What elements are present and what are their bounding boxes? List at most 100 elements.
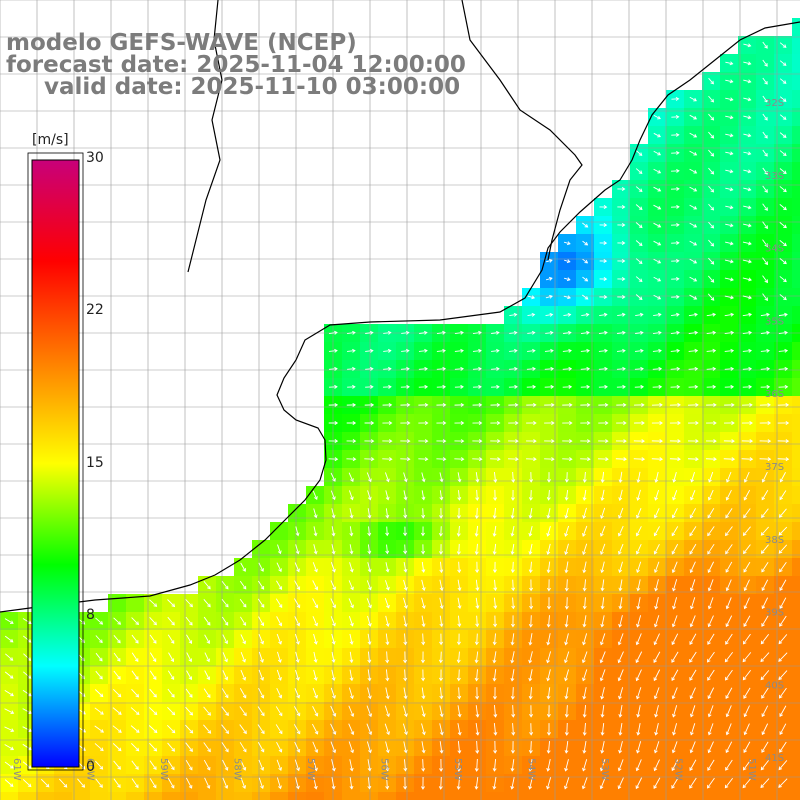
wind-arrow (421, 579, 426, 591)
wind-arrow (653, 276, 662, 282)
wind-arrow (384, 472, 390, 483)
wind-arrow (545, 294, 553, 299)
wind-arrow (312, 490, 318, 500)
wind-arrow (598, 421, 609, 425)
wind-arrow (564, 759, 569, 772)
wind-arrow (130, 707, 140, 716)
wind-arrow (725, 241, 734, 246)
wind-speed-cell (414, 792, 433, 800)
wind-arrow (313, 508, 318, 519)
wind-arrow (366, 723, 373, 736)
wind-arrow (383, 384, 392, 389)
wind-arrow (742, 759, 751, 771)
wind-arrow (688, 312, 698, 317)
wind-arrow (778, 366, 789, 371)
wind-speed-cell (792, 648, 800, 667)
latitude-label: 39S (765, 608, 784, 619)
wind-arrow (670, 330, 680, 335)
wind-arrow (582, 240, 589, 246)
wind-arrow (367, 777, 372, 790)
wind-arrow (328, 421, 339, 425)
wind-arrow (546, 777, 552, 790)
wind-arrow (778, 384, 789, 389)
wind-arrow (493, 489, 498, 501)
wind-arrow (222, 634, 228, 645)
wind-arrow (599, 295, 608, 300)
wind-arrow (634, 366, 644, 371)
wind-arrow (239, 580, 247, 590)
wind-arrow (707, 777, 715, 789)
latitude-label: 35S (765, 316, 784, 327)
wind-arrow (328, 366, 338, 371)
wind-arrow (689, 222, 698, 228)
wind-arrow (400, 421, 411, 425)
wind-arrow (564, 472, 569, 483)
wind-speed-cell (792, 684, 800, 703)
wind-speed-cell (792, 414, 800, 433)
wind-arrow (383, 330, 392, 335)
wind-arrow (420, 776, 425, 790)
wind-arrow (403, 741, 408, 754)
wind-arrow (599, 633, 606, 646)
wind-arrow (653, 651, 661, 663)
wind-arrow (330, 723, 337, 735)
wind-arrow (421, 561, 426, 573)
wind-speed-cell (792, 288, 800, 307)
wind-arrow (743, 615, 751, 627)
wind-arrow (439, 633, 444, 646)
wind-arrow (761, 687, 769, 699)
wind-speed-cell (792, 360, 800, 379)
longitude-label: 57W (305, 758, 316, 781)
wind-arrow (349, 544, 354, 555)
wind-arrow (544, 457, 555, 462)
wind-arrow (761, 597, 769, 610)
wind-arrow (582, 597, 587, 610)
longitude-label: 58W (232, 758, 243, 781)
wind-arrow (581, 294, 589, 300)
wind-arrow (276, 633, 282, 645)
wind-arrow (653, 150, 662, 156)
wind-arrow (564, 633, 569, 646)
wind-arrow (762, 257, 768, 266)
wind-arrow (707, 293, 715, 301)
wind-arrow (598, 348, 608, 353)
wind-arrow (366, 705, 373, 718)
wind-arrow (690, 489, 696, 501)
wind-arrow (635, 651, 643, 664)
wind-arrow (526, 421, 537, 425)
wind-arrow (186, 634, 193, 644)
wind-arrow (635, 777, 643, 790)
wind-arrow (707, 579, 714, 592)
wind-arrow (725, 97, 734, 102)
wind-arrow (653, 633, 660, 646)
wind-arrow (240, 616, 247, 626)
wind-arrow (403, 687, 408, 700)
wind-arrow (654, 489, 660, 501)
wind-arrow (4, 708, 15, 714)
wind-arrow (706, 439, 717, 444)
wind-arrow (365, 330, 374, 335)
wind-arrow (778, 760, 788, 771)
wind-arrow (654, 597, 659, 610)
wind-arrow (526, 402, 537, 407)
wind-arrow (743, 597, 750, 610)
wind-speed-cell (792, 576, 800, 595)
wind-arrow (510, 507, 515, 519)
wind-arrow (544, 384, 555, 389)
wind-arrow (22, 708, 33, 714)
wind-arrow (529, 597, 534, 610)
wind-arrow (456, 669, 461, 682)
wind-arrow (528, 651, 533, 664)
wind-arrow (618, 615, 623, 628)
wind-arrow (546, 723, 551, 736)
wind-arrow (348, 723, 355, 736)
wind-arrow (528, 490, 533, 501)
wind-arrow (258, 651, 264, 663)
wind-arrow (509, 330, 518, 335)
wind-speed-cell (792, 558, 800, 577)
wind-speed-cell (90, 792, 109, 800)
wind-speed-cell (792, 594, 800, 613)
wind-arrow (671, 186, 680, 191)
wind-arrow (779, 294, 787, 301)
wind-speed-cell (486, 792, 505, 800)
